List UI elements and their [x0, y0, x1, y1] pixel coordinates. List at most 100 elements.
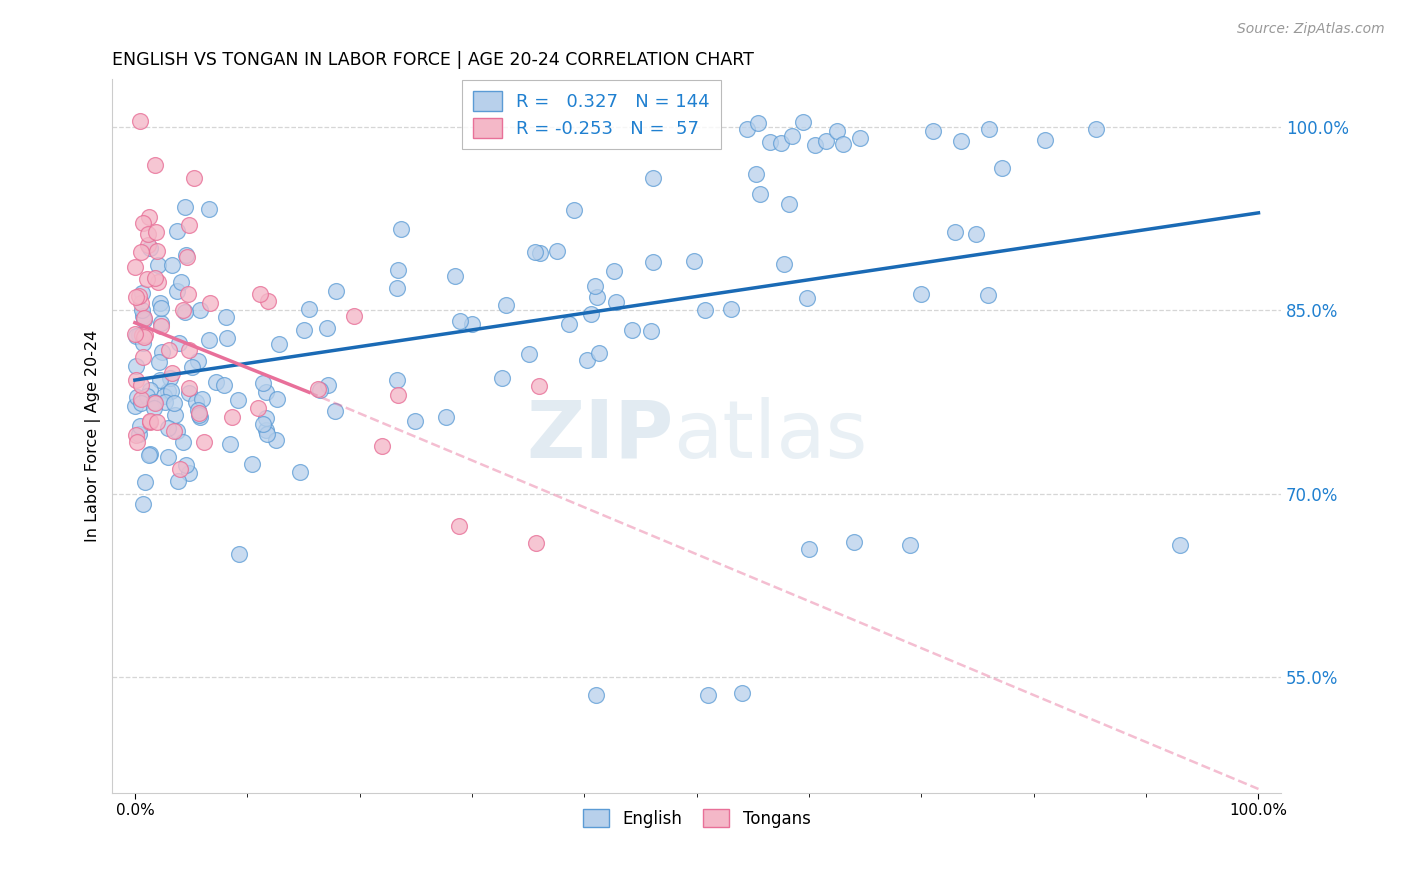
Point	[138, 238, 160, 252]
Point	[183, 171, 205, 186]
Point	[898, 538, 921, 552]
Point	[157, 343, 180, 358]
Point	[139, 415, 162, 429]
Point	[165, 408, 187, 422]
Point	[1084, 122, 1107, 136]
Point	[132, 310, 155, 324]
Point	[186, 394, 208, 409]
Point	[198, 202, 221, 216]
Point	[131, 327, 153, 342]
Point	[307, 382, 329, 396]
Point	[146, 275, 169, 289]
Point	[769, 136, 792, 151]
Point	[167, 474, 190, 488]
Point	[730, 685, 752, 699]
Point	[308, 383, 330, 397]
Point	[124, 260, 146, 275]
Point	[316, 321, 339, 335]
Point	[143, 271, 166, 285]
Point	[163, 424, 186, 438]
Point	[129, 244, 152, 259]
Point	[266, 392, 288, 407]
Point	[524, 536, 547, 550]
Point	[128, 426, 150, 441]
Point	[252, 417, 274, 431]
Point	[145, 225, 167, 239]
Point	[848, 131, 870, 145]
Point	[157, 421, 180, 435]
Point	[160, 366, 183, 380]
Point	[720, 301, 742, 316]
Point	[792, 115, 814, 129]
Point	[585, 688, 607, 702]
Point	[125, 435, 148, 450]
Point	[181, 360, 204, 375]
Point	[389, 222, 412, 236]
Point	[491, 371, 513, 385]
Point	[174, 248, 197, 262]
Point	[142, 394, 165, 409]
Point	[143, 158, 166, 172]
Point	[139, 384, 162, 398]
Point	[198, 333, 221, 347]
Point	[228, 392, 250, 407]
Point	[583, 278, 606, 293]
Point	[461, 317, 484, 331]
Point	[132, 312, 155, 326]
Point	[134, 328, 156, 343]
Point	[188, 409, 211, 423]
Point	[131, 295, 153, 310]
Point	[558, 317, 581, 331]
Point	[149, 318, 172, 333]
Point	[166, 285, 188, 299]
Point	[166, 224, 188, 238]
Point	[132, 311, 155, 326]
Point	[796, 291, 818, 305]
Point	[682, 254, 704, 268]
Point	[153, 395, 176, 409]
Point	[179, 381, 201, 395]
Point	[163, 396, 186, 410]
Point	[145, 396, 167, 410]
Point	[132, 216, 155, 230]
Point	[221, 410, 243, 425]
Point	[297, 302, 319, 317]
Point	[991, 161, 1014, 175]
Point	[169, 336, 191, 351]
Point	[254, 411, 277, 425]
Point	[160, 259, 183, 273]
Point	[292, 323, 315, 337]
Point	[172, 303, 194, 318]
Point	[1033, 133, 1056, 147]
Point	[943, 225, 966, 239]
Point	[529, 379, 551, 393]
Point	[444, 269, 467, 284]
Point	[228, 547, 250, 561]
Point	[641, 255, 664, 269]
Point	[949, 134, 972, 148]
Point	[735, 122, 758, 136]
Point	[797, 541, 820, 556]
Text: ENGLISH VS TONGAN IN LABOR FORCE | AGE 20-24 CORRELATION CHART: ENGLISH VS TONGAN IN LABOR FORCE | AGE 2…	[112, 51, 754, 69]
Point	[586, 289, 609, 303]
Point	[778, 197, 800, 211]
Point	[188, 302, 211, 317]
Point	[177, 218, 200, 232]
Point	[139, 241, 162, 255]
Point	[129, 418, 152, 433]
Point	[215, 310, 238, 324]
Point	[404, 414, 426, 428]
Point	[148, 355, 170, 369]
Point	[139, 447, 162, 461]
Point	[780, 128, 803, 143]
Point	[198, 296, 221, 310]
Point	[562, 202, 585, 217]
Point	[179, 466, 201, 480]
Point	[588, 346, 610, 360]
Point	[129, 396, 152, 410]
Point	[641, 170, 664, 185]
Point	[179, 343, 201, 357]
Point	[449, 314, 471, 328]
Point	[169, 275, 191, 289]
Point	[343, 309, 366, 323]
